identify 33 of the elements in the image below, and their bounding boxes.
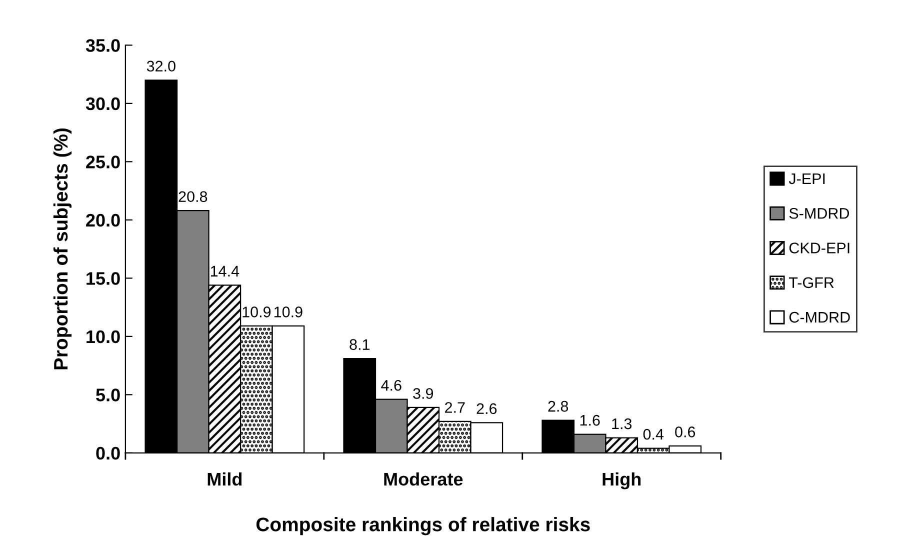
data-label: 20.8: [178, 191, 208, 202]
data-label: 0.4: [643, 428, 664, 440]
data-label: 1.6: [580, 414, 600, 426]
y-tick-label: 30.0: [86, 97, 120, 110]
y-tick-label: 35.0: [86, 39, 120, 52]
data-label: 32.0: [146, 60, 176, 72]
legend-label: J-EPI: [788, 173, 825, 184]
legend-label: S-MDRD: [789, 208, 850, 219]
x-tick-label: High: [602, 472, 641, 490]
data-label: 2.7: [445, 402, 465, 413]
data-label: 10.9: [242, 306, 271, 318]
legend-label: T-GFR: [788, 277, 834, 288]
y-tick-label: 20.0: [86, 214, 120, 227]
data-label: 3.9: [413, 388, 434, 399]
data-label: 2.8: [548, 400, 568, 412]
x-axis-title: Composite rankings of relative risks: [256, 517, 590, 536]
data-label: 4.6: [381, 380, 402, 391]
y-axis-title: Proportion of subjects (%): [53, 128, 72, 370]
legend-label: CKD-EPI: [789, 242, 850, 254]
y-tick-label: 25.0: [86, 156, 120, 168]
data-label: 1.3: [612, 418, 632, 430]
x-tick-label: Moderate: [384, 472, 463, 486]
y-tick-label: 5.0: [96, 388, 120, 402]
data-label: 8.1: [350, 339, 370, 350]
data-label: 14.4: [210, 266, 240, 276]
data-label: 0.6: [675, 426, 696, 438]
x-tick-label: Mild: [208, 472, 242, 486]
data-label: 2.6: [476, 403, 497, 414]
legend-label: C-MDRD: [789, 312, 850, 323]
y-tick-label: 0.0: [96, 446, 120, 460]
y-tick-label: 10.0: [86, 330, 120, 344]
data-label: 10.9: [274, 306, 302, 318]
y-tick-label: 15.0: [86, 272, 120, 285]
